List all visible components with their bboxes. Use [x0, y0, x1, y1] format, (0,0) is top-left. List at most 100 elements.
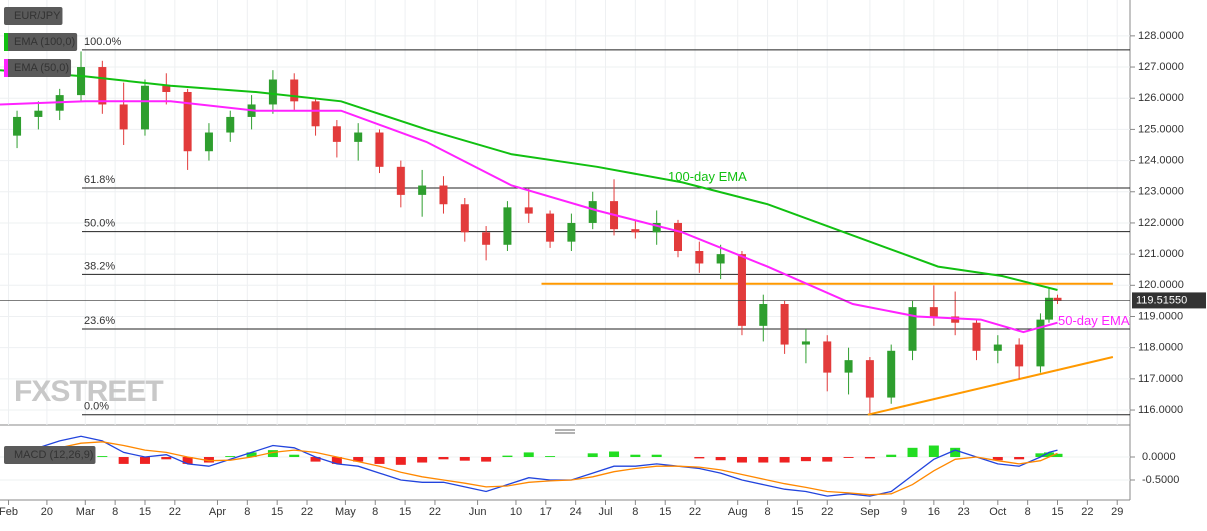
candle-body [652, 222, 661, 233]
legend-box [4, 446, 96, 464]
x-tick-label: 20 [41, 506, 53, 518]
candle-body [140, 85, 149, 130]
candle-body [119, 104, 128, 130]
macd-histogram-bar [438, 457, 449, 460]
candle-body [162, 85, 171, 92]
y-tick-label: 128.0000 [1138, 30, 1184, 42]
x-tick-label: Sep [860, 506, 880, 518]
candle-body [204, 132, 213, 152]
candle-body [674, 222, 682, 252]
candle-body [524, 207, 533, 214]
y-tick-label: 117.0000 [1138, 373, 1183, 385]
x-tick-label: 10 [510, 506, 522, 518]
candle-body [546, 213, 555, 242]
x-tick-label: 22 [689, 506, 701, 518]
macd-histogram-bar [651, 454, 662, 458]
macd-histogram-bar [630, 454, 641, 458]
candle-body [567, 222, 576, 242]
x-tick-label: 15 [659, 506, 671, 518]
y-tick-label: 121.0000 [1138, 248, 1184, 260]
candle-body [588, 201, 597, 223]
x-tick-label: Jul [598, 506, 612, 518]
macd-histogram-bar [225, 456, 236, 458]
candle-body [1036, 319, 1045, 367]
candle-body [929, 307, 938, 317]
candle-body [418, 185, 427, 195]
x-tick-label: 17 [540, 506, 552, 518]
macd-histogram-bar [545, 456, 556, 458]
legend-box [4, 7, 63, 25]
macd-histogram-bar [843, 457, 854, 458]
legend-label: MACD (12,26,9) [14, 449, 93, 461]
candle-body [695, 251, 704, 264]
legend-box [4, 59, 72, 77]
x-tick-label: 22 [821, 506, 833, 518]
y-tick-label: 124.0000 [1138, 154, 1184, 166]
y-tick-label: 118.0000 [1138, 342, 1183, 354]
candle-body [972, 322, 981, 351]
macd-histogram-bar [481, 457, 492, 462]
macd-histogram-bar [246, 452, 257, 458]
candle-body [887, 350, 896, 398]
candle-body [780, 304, 789, 345]
macd-histogram-bar [758, 457, 769, 463]
x-tick-label: 22 [429, 506, 441, 518]
candle-body [183, 91, 192, 152]
y-tick-label: 119.0000 [1138, 310, 1183, 322]
ema-line [0, 69, 1058, 291]
macd-histogram-bar [609, 451, 620, 458]
x-tick-label: 8 [372, 506, 378, 518]
x-tick-label: 8 [764, 506, 770, 518]
x-tick-label: Oct [989, 506, 1006, 518]
candle-body [34, 110, 43, 117]
legend-label: EUR/JPY [14, 10, 61, 22]
x-tick-label: Mar [76, 506, 95, 518]
x-tick-label: 15 [1051, 506, 1063, 518]
legend-entry: EUR/JPY [4, 7, 63, 25]
x-tick-label: 8 [112, 506, 118, 518]
macd-histogram-bar [502, 455, 513, 458]
x-tick-label: 22 [1081, 506, 1093, 518]
candle-body [1053, 297, 1062, 301]
ema-annotation: 100-day EMA [668, 169, 747, 184]
trend-line [867, 356, 1114, 416]
y-tick-label: 122.0000 [1138, 217, 1184, 229]
y-tick-label: 0.0000 [1142, 451, 1176, 463]
macd-histogram-bar [331, 457, 342, 464]
macd-histogram-bar [459, 457, 470, 461]
candle-body [77, 67, 86, 96]
macd-histogram-bar [289, 454, 300, 458]
macd-histogram-bar [1052, 453, 1063, 458]
candle-body [396, 166, 405, 195]
macd-histogram-bar [182, 457, 193, 464]
ema-annotation: 50-day EMA [1058, 313, 1130, 328]
candle-body [844, 360, 853, 373]
macd-histogram-bar [97, 456, 108, 458]
x-tick-label: 22 [169, 506, 181, 518]
legend-entry: EMA (50,0) [4, 59, 72, 77]
last-price-box [1132, 292, 1206, 309]
fib-label: 61.8% [84, 174, 115, 186]
macd-histogram-bar [779, 457, 790, 463]
fib-label: 50.0% [84, 218, 115, 230]
macd-histogram-bar [523, 452, 534, 458]
macd-histogram-bar [800, 457, 811, 462]
watermark: FXSTREET [14, 375, 163, 408]
macd-histogram-bar [395, 457, 406, 465]
macd-histogram-bar [1035, 453, 1046, 458]
y-tick-label: -0.5000 [1142, 474, 1179, 486]
candle-body [1044, 297, 1053, 320]
macd-histogram-bar [886, 454, 897, 458]
macd-histogram-bar [928, 445, 939, 458]
y-tick-label: 125.0000 [1138, 123, 1184, 135]
macd-histogram-bar [736, 457, 747, 463]
y-tick-label: 127.0000 [1138, 61, 1184, 73]
macd-histogram-bar [1043, 452, 1054, 458]
fib-label: 23.6% [84, 315, 115, 327]
candle-body [375, 132, 384, 167]
macd-line [16, 435, 1058, 497]
x-tick-label: 29 [1111, 506, 1123, 518]
x-tick-label: Jun [469, 506, 487, 518]
